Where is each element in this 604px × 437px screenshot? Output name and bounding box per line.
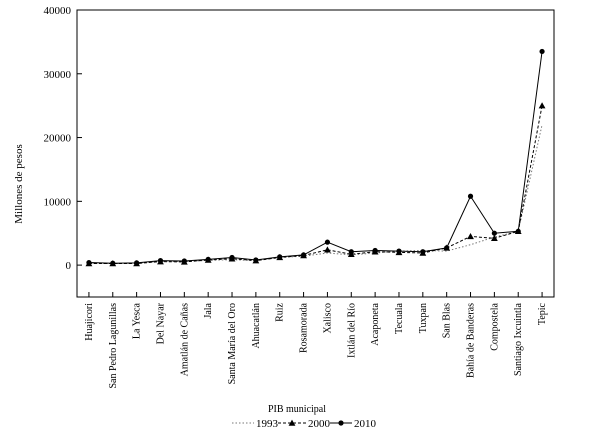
- x-tick-label: Ahuacatlán: [251, 303, 262, 349]
- x-tick-label: Ruiz: [275, 302, 286, 321]
- y-axis-label: Millones de pesos: [13, 144, 25, 223]
- data-point-2010: [348, 249, 354, 255]
- data-point-2010: [396, 248, 402, 254]
- x-tick-label: Huajicori: [84, 303, 95, 341]
- x-tick-label: Del Nayar: [155, 302, 166, 344]
- x-tick-label: Bahía de Banderas: [466, 303, 477, 378]
- series-line-2010: [88, 51, 543, 264]
- x-tick-label: Tecuala: [394, 302, 405, 334]
- legend-item-2000: 2000: [278, 418, 331, 430]
- legend-marker: [338, 420, 344, 426]
- x-tick-label: Xalisco: [322, 303, 333, 334]
- data-point-2010: [110, 260, 116, 266]
- data-point-2010: [157, 258, 164, 264]
- y-tick-label: 20000: [44, 133, 72, 145]
- data-point-2010: [372, 247, 378, 254]
- x-tick-label: Jala: [203, 302, 214, 318]
- legend-label: 2000: [308, 418, 331, 430]
- x-tick-label: Ixtlán del Río: [346, 303, 357, 358]
- legend-item-1993: 1993: [232, 418, 279, 430]
- data-point-2010: [205, 256, 211, 262]
- plot-area: [76, 9, 555, 298]
- legend-title: PIB municipal: [268, 404, 326, 415]
- legend-label: 1993: [256, 418, 279, 430]
- data-point-2000: [490, 234, 498, 242]
- x-tick-label: San Pedro Lagunillas: [108, 303, 119, 389]
- legend-marker: [288, 419, 296, 426]
- data-point-2010: [181, 258, 187, 264]
- y-tick-label: 10000: [44, 196, 72, 208]
- x-tick-label: Tepic: [537, 302, 548, 325]
- x-tick-label: Acaponeta: [370, 302, 381, 345]
- series-2010: [86, 48, 545, 266]
- data-point-2000: [324, 246, 331, 253]
- legend-item-2010: 2010: [330, 418, 377, 430]
- x-tick-label: Amatlán de Cañas: [179, 303, 190, 376]
- data-point-2010: [491, 230, 497, 236]
- data-point-2010: [324, 239, 331, 245]
- data-point-2010: [444, 245, 450, 251]
- series-line-2000: [88, 105, 543, 265]
- data-point-2010: [229, 254, 235, 261]
- y-tick-label: 0: [66, 260, 72, 272]
- data-point-2010: [300, 252, 307, 258]
- x-tick-label: Santiago Ixcuintla: [513, 302, 524, 376]
- data-point-2010: [253, 257, 259, 263]
- data-point-2010: [539, 48, 545, 55]
- data-point-2010: [467, 193, 474, 199]
- y-tick-label: 30000: [44, 69, 72, 81]
- legend-label: 2010: [354, 418, 377, 430]
- x-tick-label: Santa María del Oro: [227, 303, 238, 384]
- data-point-2000: [467, 233, 474, 240]
- data-point-2010: [86, 259, 92, 266]
- x-tick-label: San Blas: [442, 303, 453, 338]
- data-point-2010: [515, 228, 521, 234]
- x-tick-label: Rosamorada: [299, 302, 310, 353]
- y-tick-label: 40000: [44, 5, 72, 17]
- series-2000: [85, 102, 546, 267]
- data-point-2010: [134, 260, 140, 266]
- data-point-2010: [420, 249, 426, 255]
- x-tick-label: La Yesca: [132, 302, 143, 339]
- series-line-1993: [88, 124, 543, 265]
- series-1993: [88, 124, 543, 265]
- x-tick-label: Tuxpan: [418, 303, 429, 333]
- x-tick-label: Compostela: [489, 302, 500, 350]
- data-point-2000: [538, 102, 546, 109]
- data-point-2010: [277, 254, 283, 260]
